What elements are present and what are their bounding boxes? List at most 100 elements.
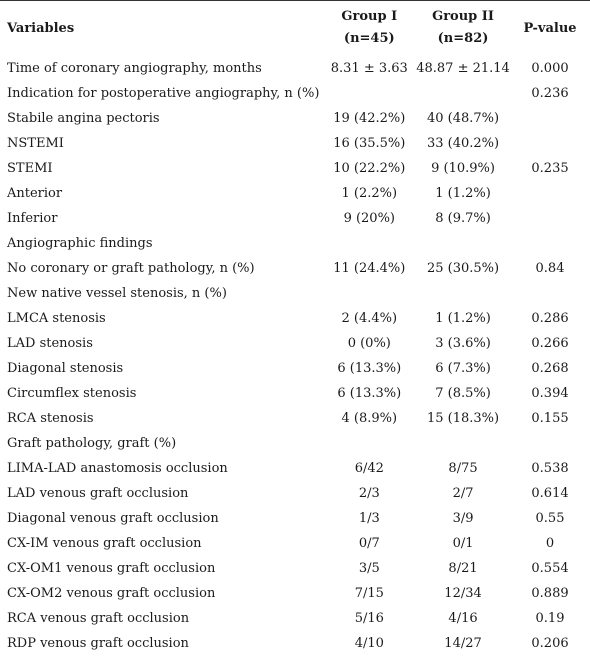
table-row: Circumflex stenosis 6 (13.3%) 7 (8.5%) 0.39…: [0, 381, 590, 406]
row-label: LMCA stenosis: [7, 311, 106, 326]
row-label: RDP venous graft occlusion: [7, 636, 189, 651]
group2-value: 6 (7.3%): [435, 361, 491, 376]
row-label: Inferior: [7, 211, 58, 226]
table-row: Graft pathology, graft (%): [0, 431, 590, 456]
table-row: No coronary or graft pathology, n (%) 11 …: [0, 256, 590, 281]
table-row: NSTEMI 16 (35.5%) 33 (40.2%): [0, 131, 590, 156]
table-row: Stabile angina pectoris 19 (42.2%) 40 (48.…: [0, 106, 590, 131]
header-pvalue: P-value: [523, 20, 577, 36]
pvalue-value: [510, 181, 590, 206]
row-label: Anterior: [7, 186, 63, 201]
row-label: Time of coronary angiography, months: [7, 61, 262, 76]
group1-value: [323, 81, 417, 106]
row-label: CX-IM venous graft occlusion: [7, 536, 202, 551]
group1-value: 7/15: [354, 586, 384, 601]
table-row: CX-OM1 venous graft occlusion 3/5 8/21 0.55…: [0, 556, 590, 581]
pvalue-value: 0.155: [531, 411, 569, 426]
header-group2: Group II (n=82): [416, 0, 510, 56]
row-label: LAD stenosis: [7, 336, 93, 351]
group2-value: 0/1: [452, 536, 474, 551]
group1-value: 0/7: [358, 536, 380, 551]
group1-value: [323, 231, 417, 256]
group2-value: 40 (48.7%): [426, 111, 500, 126]
row-label: CX-OM1 venous graft occlusion: [7, 561, 216, 576]
header-variables: Variables: [7, 20, 75, 36]
pvalue-value: 0.554: [531, 561, 569, 576]
pvalue-value: 0.235: [531, 161, 569, 176]
group2-value: 2/7: [452, 486, 474, 501]
pvalue-value: [510, 231, 590, 256]
table-row: New native vessel stenosis, n (%): [0, 281, 590, 306]
pvalue-value: [510, 106, 590, 131]
row-label: STEMI: [7, 161, 53, 176]
pvalue-value: [510, 431, 590, 456]
pvalue-value: 0.55: [535, 511, 565, 526]
table-row: STEMI 10 (22.2%) 9 (10.9%) 0.235: [0, 156, 590, 181]
group2-value: [416, 231, 510, 256]
group2-value: 1 (1.2%): [435, 186, 491, 201]
header-top-rule: [0, 0, 590, 1]
pvalue-value: 0.266: [531, 336, 569, 351]
group2-value: 8/75: [448, 461, 478, 476]
pvalue-value: [510, 206, 590, 231]
pvalue-value: 0.236: [531, 86, 569, 101]
group1-value: 16 (35.5%): [333, 136, 406, 151]
group2-value: 33 (40.2%): [426, 136, 500, 151]
group1-value: 0 (0%): [347, 336, 391, 351]
group1-value: 8.31 ± 3.63: [330, 61, 408, 76]
table-row: LIMA-LAD anastomosis occlusion 6/42 8/75 0.…: [0, 456, 590, 481]
group1-value: 9 (20%): [343, 211, 396, 226]
pvalue-value: 0.538: [531, 461, 569, 476]
group1-value: 10 (22.2%): [333, 161, 406, 176]
row-label: Graft pathology, graft (%): [7, 436, 177, 451]
header-group2-title: Group II: [432, 9, 494, 24]
pvalue-value: [510, 281, 590, 306]
group2-value: 25 (30.5%): [426, 261, 500, 276]
pvalue-value: 0.000: [531, 61, 569, 76]
table-row: Inferior 9 (20%) 8 (9.7%): [0, 206, 590, 231]
row-label: Circumflex stenosis: [7, 386, 137, 401]
group1-value: 5/16: [354, 611, 384, 626]
group2-value: 9 (10.9%): [431, 161, 495, 176]
group2-value: 1 (1.2%): [435, 311, 491, 326]
group2-value: 8 (9.7%): [435, 211, 491, 226]
group1-value: 11 (24.4%): [333, 261, 406, 276]
table-row: LAD venous graft occlusion 2/3 2/7 0.614: [0, 481, 590, 506]
group1-value: 2 (4.4%): [341, 311, 398, 326]
row-label: No coronary or graft pathology, n (%): [7, 261, 255, 276]
group2-value: 8/21: [448, 561, 478, 576]
group2-value: [416, 431, 510, 456]
table-row: RDP venous graft occlusion 4/10 14/27 0.206: [0, 631, 590, 656]
row-label: LIMA-LAD anastomosis occlusion: [7, 461, 228, 476]
table-row: LMCA stenosis 2 (4.4%) 1 (1.2%) 0.286: [0, 306, 590, 331]
table-row: Time of coronary angiography, months 8.31…: [0, 56, 590, 81]
group2-value: 4/16: [448, 611, 478, 626]
group2-value: 48.87 ± 21.14: [416, 61, 510, 76]
row-label: Indication for postoperative angiography…: [7, 86, 320, 101]
header-group1-n: (n=45): [343, 31, 395, 46]
table-row: Angiographic findings: [0, 231, 590, 256]
pvalue-value: [510, 131, 590, 156]
table-row: CX-OM2 venous graft occlusion 7/15 12/34 0.…: [0, 581, 590, 606]
group1-value: 4/10: [354, 636, 384, 651]
row-label: Diagonal stenosis: [7, 361, 124, 376]
pvalue-value: 0.84: [535, 261, 565, 276]
row-label: New native vessel stenosis, n (%): [7, 286, 227, 301]
row-label: RCA venous graft occlusion: [7, 611, 190, 626]
table-row: RCA stenosis 4 (8.9%) 15 (18.3%) 0.155: [0, 406, 590, 431]
group1-value: 2/3: [358, 486, 380, 501]
pvalue-value: 0.268: [531, 361, 569, 376]
group2-value: [416, 281, 510, 306]
pvalue-value: 0.889: [531, 586, 569, 601]
group2-value: 12/34: [444, 586, 482, 601]
row-label: LAD venous graft occlusion: [7, 486, 189, 501]
group2-value: [416, 81, 510, 106]
group1-value: [323, 431, 417, 456]
row-label: Angiographic findings: [7, 236, 153, 251]
pvalue-value: 0.394: [531, 386, 569, 401]
table-row: LAD stenosis 0 (0%) 3 (3.6%) 0.266: [0, 331, 590, 356]
group2-value: 3 (3.6%): [435, 336, 491, 351]
header-group2-n: (n=82): [437, 31, 489, 46]
group2-value: 7 (8.5%): [435, 386, 491, 401]
